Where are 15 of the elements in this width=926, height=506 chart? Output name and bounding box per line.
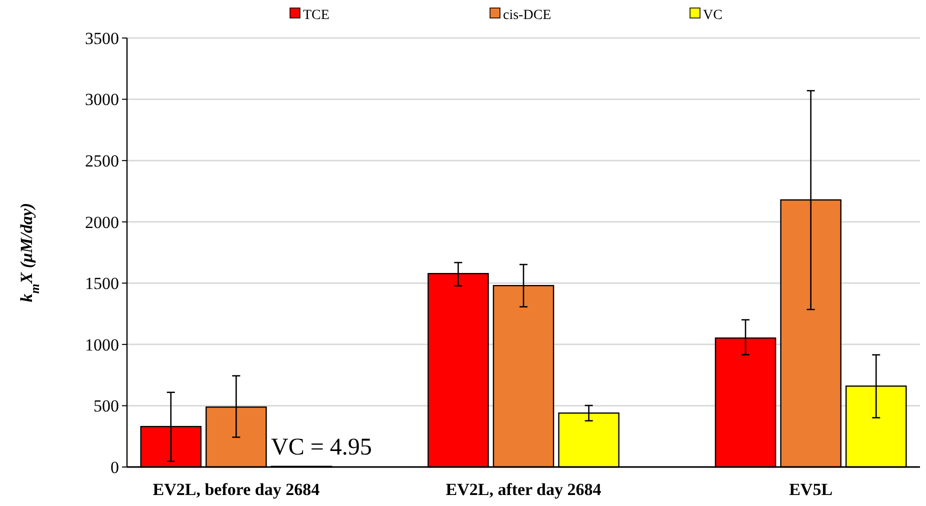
y-tick-label: 0 [110, 458, 119, 477]
y-tick-label: 3500 [85, 28, 119, 48]
y-tick-label: 2000 [85, 212, 119, 232]
x-tick-label: EV2L, before day 2684 [152, 480, 320, 499]
data-label: VC = 4.95 [271, 434, 372, 460]
legend-label: cis-DCE [503, 8, 552, 23]
x-tick-label: EV2L, after day 2684 [446, 480, 602, 499]
y-tick-label: 1000 [85, 335, 119, 354]
legend-label: TCE [303, 8, 330, 23]
y-tick-label: 500 [94, 396, 119, 416]
x-tick-label: EV5L [789, 480, 833, 499]
y-tick-label: 2500 [85, 152, 119, 171]
y-tick-label: 3000 [85, 90, 119, 110]
legend-label: VC [703, 8, 722, 23]
y-tick-label: 1500 [85, 274, 119, 294]
